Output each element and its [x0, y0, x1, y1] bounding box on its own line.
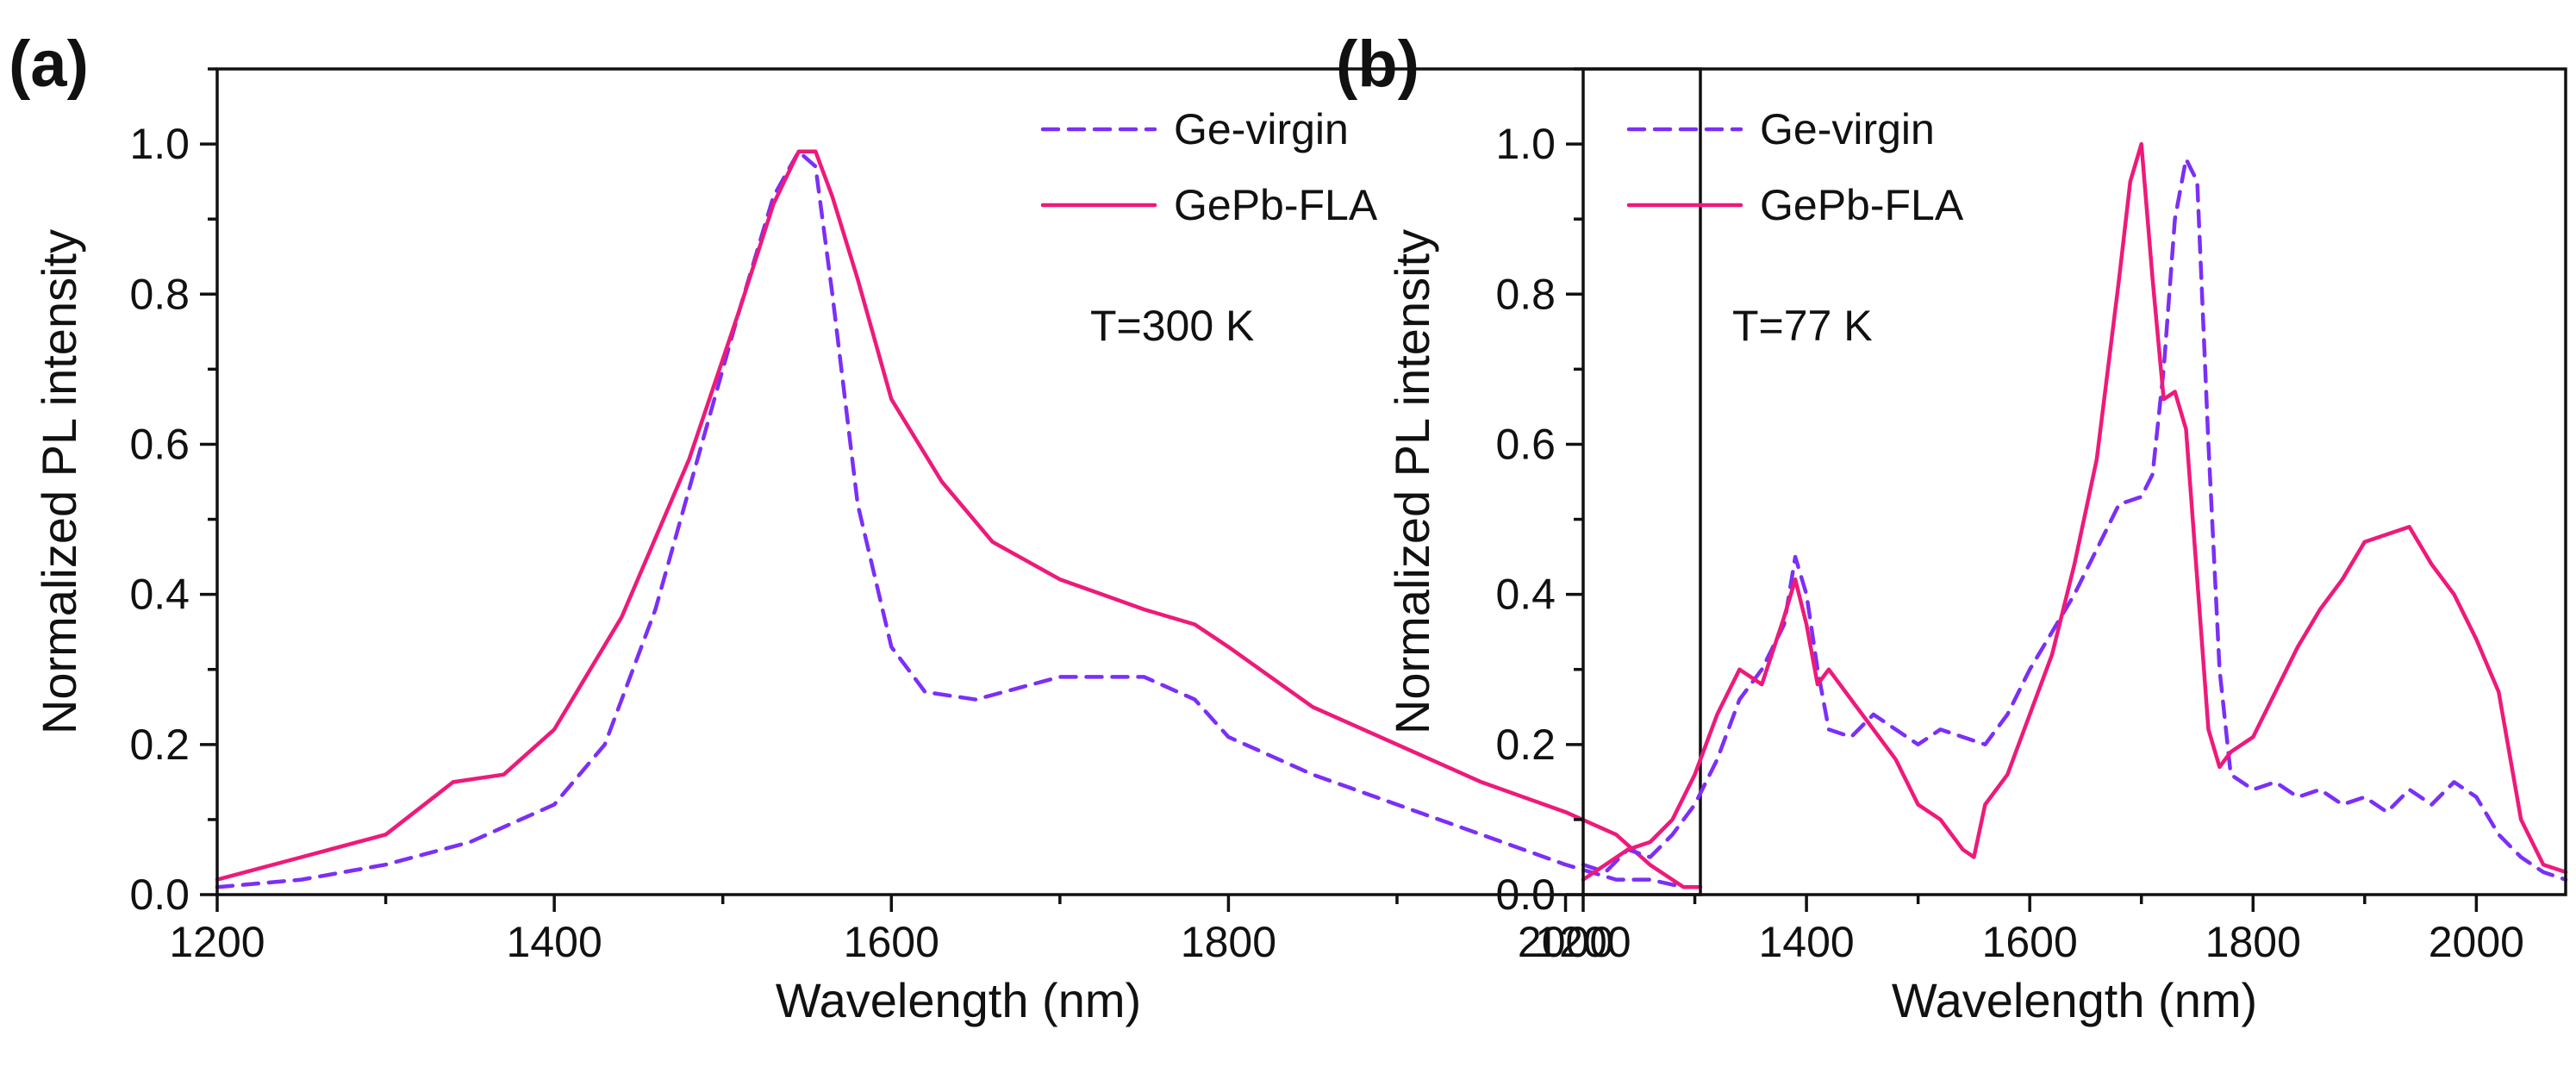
- panel-a-plot-area: [215, 149, 1703, 889]
- panel-a-y-tick-label: 1.0: [129, 120, 190, 168]
- panel-a-temperature-annotation: T=300 K: [1090, 302, 1254, 350]
- panel-a-x-axis: 1200 1400 1600 1800 2000: [169, 895, 1613, 966]
- panel-b-y-tick-label: 0.0: [1495, 870, 1556, 919]
- panel-a-y-tick-label: 0.0: [129, 870, 190, 919]
- panel-b-y-axis: 0.0 0.2 0.4 0.6 0.8 1.0: [1495, 67, 1583, 919]
- panel-a-y-tick-label: 0.8: [129, 270, 190, 318]
- panel-a-x-tick-label: 2000: [1518, 918, 1613, 966]
- panel-a-x-tick-label: 1600: [844, 918, 939, 966]
- panel-a-y-tick-label: 0.2: [129, 721, 190, 769]
- panel-a-y-title: Normalized PL intensity: [32, 229, 86, 734]
- panel-b-label: (b): [1336, 28, 1419, 101]
- panel-b-y-tick-label: 0.6: [1495, 420, 1556, 468]
- panel-a-legend-label-ge-virgin: Ge-virgin: [1174, 105, 1349, 153]
- panel-a-frame: [215, 67, 1702, 896]
- panel-b-y-tick-label: 0.8: [1495, 270, 1556, 318]
- panel-b-x-axis: 1200 1400 1600 1800 2000: [1535, 895, 2524, 966]
- panel-b-y-tick-label: 1.0: [1495, 120, 1556, 168]
- panel-a-series-gepb-fla: [215, 149, 1703, 889]
- panel-b-y-title: Normalized PL intensity: [1385, 229, 1439, 734]
- panel-b-series-gepb-fla: [1581, 141, 2568, 882]
- panel-b-legend-label-ge-virgin: Ge-virgin: [1760, 105, 1935, 153]
- panel-a: (a) 1200 1400 1600 1800 2000 0.0 0.2 0.4 0.6 0.8…: [9, 28, 1703, 1027]
- panel-a-x-title: Wavelength (nm): [776, 973, 1141, 1027]
- panel-a-y-tick-label: 0.6: [129, 420, 190, 468]
- panel-b-legend-label-gepb-fla: GePb-FLA: [1760, 181, 1964, 229]
- panel-a-legend-label-gepb-fla: GePb-FLA: [1174, 181, 1378, 229]
- panel-b-series-ge-virgin: [1581, 157, 2568, 882]
- panel-a-y-axis: 0.0 0.2 0.4 0.6 0.8 1.0: [129, 67, 217, 919]
- panel-a-series-ge-virgin: [215, 149, 1703, 889]
- panel-b-y-tick-label: 0.4: [1495, 571, 1556, 619]
- panel-b-x-tick-label: 1400: [1758, 918, 1854, 966]
- panel-b-legend: Ge-virgin GePb-FLA: [1626, 105, 1964, 229]
- panel-a-y-tick-label: 0.4: [129, 571, 190, 619]
- panel-b-x-tick-label: 1800: [2205, 918, 2301, 966]
- panel-b-x-tick-label: 2000: [2429, 918, 2524, 966]
- panel-a-label: (a): [9, 28, 89, 101]
- panel-b-plot-area: [1581, 141, 2568, 882]
- panel-a-x-tick-label: 1800: [1181, 918, 1276, 966]
- panel-b-x-tick-label: 1600: [1982, 918, 2078, 966]
- panel-b-x-title: Wavelength (nm): [1892, 973, 2257, 1027]
- panel-a-x-tick-label: 1200: [169, 918, 265, 966]
- panel-b-temperature-annotation: T=77 K: [1732, 302, 1873, 350]
- panel-b: (b) 1200 1400 1600 1800 2000 0.0 0.2 0.4 0.6 0.8…: [1336, 28, 2568, 1027]
- panel-b-y-tick-label: 0.2: [1495, 721, 1556, 769]
- panel-a-legend: Ge-virgin GePb-FLA: [1040, 105, 1378, 229]
- panel-b-frame: [1581, 67, 2567, 896]
- panel-a-x-tick-label: 1400: [507, 918, 602, 966]
- panel-b-x-tick-label: 1200: [1535, 918, 1631, 966]
